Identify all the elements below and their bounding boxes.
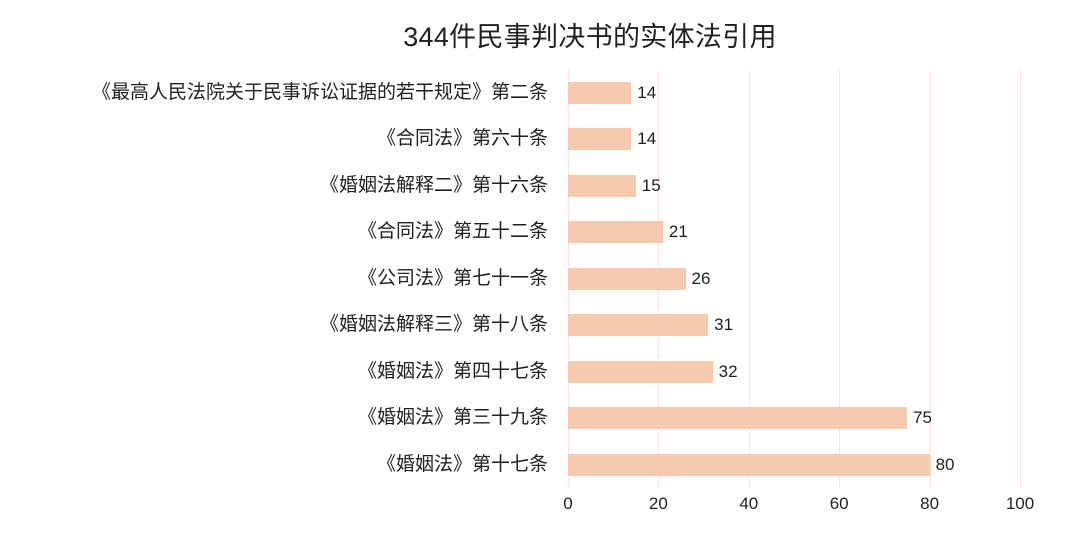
bar-row: 80 [568, 442, 1020, 488]
bar-row: 14 [568, 70, 1020, 116]
category-label: 《婚姻法》第四十七条 [357, 360, 548, 382]
category-label: 《婚姻法》第十七条 [376, 453, 548, 475]
gridline-100 [1020, 70, 1021, 488]
bar-row: 32 [568, 349, 1020, 395]
bar-value-label: 80 [935, 454, 955, 474]
x-tick-label: 60 [829, 494, 849, 513]
bar-row: 26 [568, 256, 1020, 302]
bar-row: 75 [568, 395, 1020, 441]
bar-row: 14 [568, 116, 1020, 162]
bar-value-label: 31 [714, 315, 734, 335]
bar [568, 174, 636, 197]
category-label: 《合同法》第五十二条 [357, 221, 548, 243]
x-tick-label: 20 [648, 494, 668, 513]
bar [568, 267, 686, 290]
x-tick-label: 40 [739, 494, 759, 513]
bar [568, 407, 907, 430]
category-label: 《婚姻法解释二》第十六条 [319, 174, 548, 196]
chart-title: 344件民事判决书的实体法引用 [403, 22, 777, 52]
bar [568, 221, 663, 244]
x-tick-label: 0 [563, 494, 573, 513]
category-label: 《婚姻法解释三》第十八条 [319, 314, 548, 336]
category-label: 《最高人民法院关于民事诉讼证据的若干规定》第二条 [91, 82, 548, 103]
gridline-40 [748, 70, 750, 488]
x-tick-label: 100 [1005, 494, 1035, 513]
bar-row: 15 [568, 163, 1020, 209]
x-axis-tick-labels: 0 20 40 60 80 100 [563, 492, 1034, 522]
bar-value-label: 32 [718, 361, 738, 381]
bar-value-label: 14 [637, 129, 657, 149]
category-axis-labels: 《最高人民法院关于民事诉讼证据的若干规定》第二条《合同法》第六十条《婚姻法解释二… [0, 70, 556, 488]
bar-row: 21 [568, 209, 1020, 255]
bar-value-label: 14 [637, 83, 657, 102]
bar [568, 82, 632, 104]
bar-value-label: 75 [913, 408, 932, 428]
bar [568, 128, 632, 151]
bar-row: 31 [568, 302, 1020, 348]
category-label: 《婚姻法》第三十九条 [357, 407, 548, 429]
gridline-80 [929, 70, 931, 488]
bar [568, 360, 713, 383]
plot-area: 14 14 15 21 26 31 32 75 80 [568, 70, 1021, 488]
bar-value-label: 26 [691, 268, 711, 288]
x-tick-label: 80 [920, 494, 940, 513]
bar [568, 453, 930, 476]
category-label: 《公司法》第七十一条 [357, 267, 548, 289]
bar [568, 314, 709, 337]
category-label: 《合同法》第六十条 [376, 128, 548, 150]
bar-value-label: 21 [668, 222, 688, 242]
bar-value-label: 15 [641, 175, 661, 195]
gridline-60 [839, 70, 841, 488]
